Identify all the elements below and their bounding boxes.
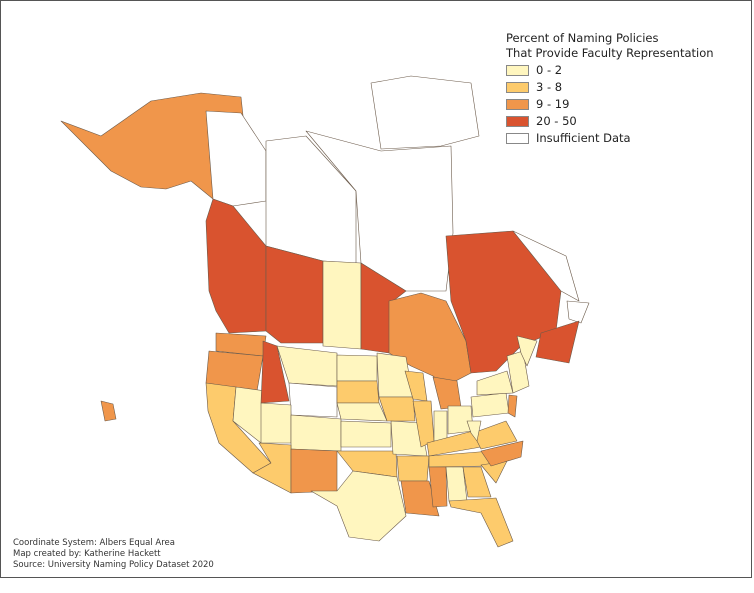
region-nunavut (305, 130, 454, 292)
legend-swatch (506, 98, 529, 110)
region-indiana (433, 410, 448, 442)
region-georgia (462, 466, 492, 498)
region-maritimes (535, 320, 580, 364)
coordinate-system: Coordinate System: Albers Equal Area (13, 538, 175, 548)
legend-label: 3 - 8 (536, 79, 563, 94)
legend-title-line2: That Provide Faculty Representation (506, 46, 714, 60)
region-arctic-islands (370, 75, 480, 150)
region-saskatchewan (322, 260, 362, 350)
legend-title-line1: Percent of Naming Policies (506, 31, 659, 45)
legend-item: Insufficient Data (506, 130, 714, 146)
choropleth-map (60, 75, 590, 548)
region-alberta (265, 245, 324, 344)
region-louisiana (400, 480, 440, 517)
region-utah (260, 402, 292, 444)
region-iowa (378, 396, 416, 422)
map-frame: Percent of Naming Policies That Provide … (0, 0, 752, 578)
region-nebraska (336, 402, 388, 422)
legend-label: 9 - 19 (536, 96, 570, 111)
legend-label: Insufficient Data (536, 130, 631, 145)
region-montana (276, 345, 338, 387)
region-colorado (290, 414, 342, 452)
region-west-virginia (466, 420, 482, 442)
region-bc (205, 198, 267, 334)
map-credits: Coordinate System: Albers Equal Area Map… (13, 538, 214, 571)
region-ohio (447, 405, 474, 435)
region-michigan (432, 376, 462, 410)
region-yukon (205, 110, 267, 207)
map-author: Map created by: Katherine Hackett (13, 549, 161, 559)
region-new-jersey (507, 394, 518, 418)
region-kansas (340, 420, 392, 448)
region-virginia (472, 420, 518, 450)
region-texas (310, 470, 407, 542)
region-mississippi (428, 466, 448, 508)
legend-label: 20 - 50 (536, 113, 577, 128)
region-new-mexico (290, 448, 338, 494)
region-hawaii (100, 400, 117, 422)
region-newfoundland (566, 300, 590, 324)
legend-item: 3 - 8 (506, 79, 714, 95)
region-arizona (252, 442, 292, 494)
legend-swatch (506, 132, 529, 144)
legend-swatch (506, 115, 529, 127)
region-labrador (512, 230, 580, 302)
legend-item: 20 - 50 (506, 113, 714, 129)
region-wyoming (288, 382, 338, 418)
region-new-england (506, 350, 530, 394)
legend-item: 9 - 19 (506, 96, 714, 112)
legend-swatch (506, 64, 529, 76)
region-north-carolina (480, 440, 524, 467)
region-arkansas (396, 455, 430, 482)
region-pennsylvania (470, 392, 510, 418)
legend-item: 0 - 2 (506, 62, 714, 78)
region-florida (448, 497, 514, 548)
data-source: Source: University Naming Policy Dataset… (13, 560, 214, 570)
region-south-dakota (336, 380, 380, 404)
region-north-dakota (336, 354, 378, 382)
legend: Percent of Naming Policies That Provide … (506, 31, 714, 146)
legend-swatch (506, 81, 529, 93)
region-maine (516, 335, 538, 367)
region-new-york (476, 370, 514, 396)
legend-label: 0 - 2 (536, 62, 563, 77)
region-idaho (260, 340, 290, 404)
